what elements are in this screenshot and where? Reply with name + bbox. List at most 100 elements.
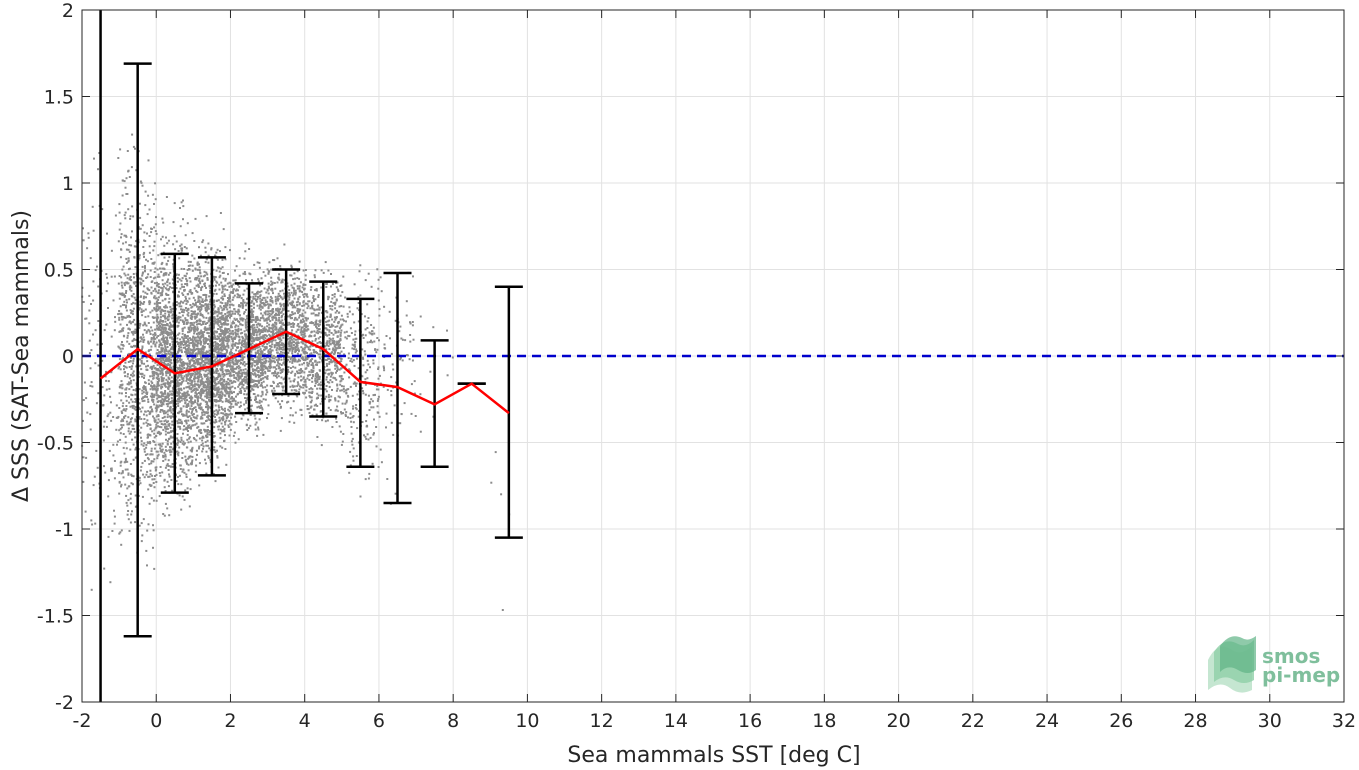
- scatter-point-3122: [202, 275, 205, 278]
- scatter-point-2297: [180, 364, 183, 367]
- scatter-point-2460: [190, 292, 193, 295]
- scatter-point-402: [122, 357, 125, 360]
- scatter-point-3839: [226, 362, 229, 365]
- scatter-point-3723: [220, 316, 223, 318]
- scatter-point-1857: [171, 314, 174, 317]
- scatter-point-3146: [229, 390, 232, 393]
- scatter-point-2620: [202, 363, 205, 366]
- scatter-point-1789: [187, 338, 189, 341]
- scatter-point-2001: [169, 446, 171, 449]
- scatter-point-3474: [202, 334, 205, 337]
- scatter-point-2213: [177, 384, 180, 387]
- scatter-point-526: [153, 245, 156, 248]
- scatter-point-1785: [161, 373, 164, 376]
- scatter-point-3025: [192, 364, 195, 367]
- scatter-point-4481: [243, 301, 246, 304]
- scatter-point-2815: [196, 328, 199, 330]
- scatter-point-3763: [226, 319, 229, 322]
- scatter-point-166: [132, 301, 135, 304]
- scatter-point-3998: [221, 345, 223, 348]
- scatter-point-1643: [156, 315, 159, 318]
- scatter-point-2325: [157, 400, 160, 403]
- scatter-point-3415: [220, 397, 223, 399]
- scatter-point-933: [151, 453, 154, 456]
- scatter-point-624: [127, 282, 130, 285]
- scatter-point-3143: [207, 261, 210, 264]
- scatter-point-1711: [172, 265, 175, 268]
- scatter-point-4040: [201, 350, 204, 353]
- scatter-point-3883: [217, 410, 220, 413]
- scatter-point-2427: [162, 410, 165, 413]
- scatter-point-879: [150, 484, 153, 487]
- scatter-point-2336: [169, 406, 172, 409]
- scatter-point-3627: [193, 321, 196, 324]
- scatter-point-3773: [200, 323, 203, 326]
- scatter-point-3495: [194, 366, 197, 369]
- scatter-point-1497: [188, 277, 191, 280]
- scatter-point-2105: [156, 349, 159, 351]
- scatter-point-657: [119, 427, 122, 430]
- scatter-point-4196: [252, 385, 255, 388]
- scatter-point-4848: [232, 304, 235, 307]
- scatter-point-4664: [257, 322, 260, 325]
- scatter-point-409: [120, 315, 123, 318]
- scatter-point-186: [132, 404, 135, 407]
- scatter-point-3811: [196, 263, 199, 266]
- scatter-point-4874: [231, 292, 234, 294]
- scatter-point-4290: [244, 397, 246, 399]
- scatter-point-1997: [188, 426, 190, 429]
- scatter-point-3615: [198, 318, 201, 321]
- scatter-point-4041: [217, 373, 220, 375]
- scatter-point-1313: [164, 490, 167, 492]
- scatter-point-1343: [179, 400, 181, 403]
- scatter-point-2039: [184, 428, 187, 431]
- scatter-point-1365: [183, 498, 186, 501]
- scatter-point-2177: [177, 280, 179, 283]
- scatter-point-584: [147, 436, 149, 439]
- scatter-point-3901: [226, 302, 229, 305]
- scatter-point-2475: [163, 360, 166, 363]
- scatter-point-2521: [182, 340, 185, 343]
- scatter-point-3952: [206, 358, 209, 361]
- scatter-point-90: [86, 411, 89, 414]
- scatter-point-297: [141, 348, 143, 351]
- scatter-point-101: [86, 247, 89, 250]
- scatter-point-1986: [158, 306, 161, 309]
- scatter-point-2478: [162, 382, 165, 385]
- scatter-point-3878: [205, 393, 208, 396]
- scatter-point-124: [117, 415, 120, 418]
- scatter-point-299: [121, 426, 123, 429]
- scatter-point-1431: [161, 283, 164, 286]
- scatter-point-60: [117, 313, 120, 316]
- scatter-point-3432: [194, 217, 197, 220]
- scatter-point-4003: [196, 402, 199, 405]
- scatter-point-869: [118, 366, 121, 368]
- scatter-point-2182: [191, 339, 194, 342]
- scatter-point-783: [120, 343, 123, 346]
- scatter-point-653: [121, 358, 124, 361]
- scatter-point-2704: [226, 337, 228, 340]
- scatter-point-3580: [219, 212, 222, 214]
- scatter-point-713: [119, 148, 122, 151]
- scatter-point-4368: [240, 297, 243, 300]
- scatter-point-2835: [205, 374, 208, 377]
- scatter-point-2219: [181, 247, 184, 250]
- scatter-point-479: [143, 323, 146, 326]
- scatter-point-2804: [227, 372, 230, 375]
- scatter-point-4024: [195, 321, 198, 323]
- scatter-point-2904: [226, 400, 229, 402]
- scatter-point-2: [108, 387, 111, 390]
- scatter-point-817: [153, 332, 156, 335]
- scatter-point-3708: [202, 360, 205, 362]
- scatter-point-4686: [230, 423, 233, 426]
- scatter-point-1912: [157, 414, 160, 416]
- scatter-point-1060: [162, 456, 165, 459]
- scatter-point-2272: [160, 426, 163, 429]
- scatter-point-2011: [156, 321, 159, 324]
- scatter-point-1939: [190, 405, 193, 407]
- scatter-point-1597: [180, 283, 183, 286]
- scatter-point-4394: [244, 322, 247, 325]
- scatter-point-3009: [226, 282, 229, 285]
- scatter-point-3919: [219, 274, 222, 277]
- scatter-point-2450: [190, 450, 193, 453]
